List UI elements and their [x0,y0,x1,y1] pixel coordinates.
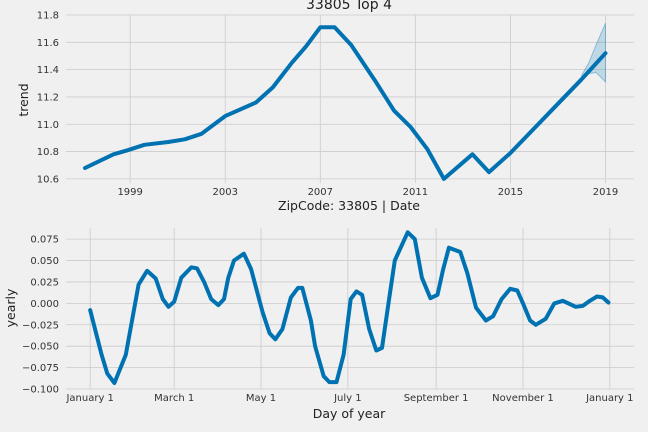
yearly-x-tick-label: May 1 [246,393,276,404]
yearly-x-tick-label: November 1 [492,393,554,404]
yearly-x-tick-label: July 1 [333,393,362,404]
trend-x-tick-label: 2003 [213,187,238,198]
trend-x-tick-label: 2015 [498,187,523,198]
yearly-y-tick-label: −0.075 [22,363,59,374]
yearly-y-tick-label: −0.100 [22,385,59,396]
trend-x-tick-label: 1999 [117,187,142,198]
yearly-y-tick-labels: −0.100 −0.075 −0.050 −0.025 0.000 0.025 0.050 0… [22,235,59,396]
trend-y-tick-label: 11.6 [37,38,59,49]
yearly-y-tick-label: 0.075 [30,235,59,246]
trend-y-tick-label: 10.8 [37,147,59,158]
trend-y-tick-label: 11.0 [37,120,59,131]
yearly-y-axis-label: yearly [3,288,18,327]
trend-x-tick-labels: 1999 2003 2007 2011 2015 2019 [117,187,618,198]
trend-y-tick-labels: 10.6 10.8 11.0 11.2 11.4 11.6 11.8 [37,11,59,186]
yearly-x-tick-label: January 1 [585,393,633,404]
yearly-y-tick-label: 0.025 [30,277,59,288]
trend-panel: 1999 2003 2007 2011 2015 2019 10.6 10.8 11.0 11.… [16,0,634,213]
yearly-x-tick-label: March 1 [154,393,194,404]
trend-y-tick-label: 11.8 [37,11,59,22]
yearly-y-tick-label: 0.000 [30,299,59,310]
trend-x-axis-label: ZipCode: 33805 | Date [278,198,420,213]
trend-y-axis-label: trend [16,83,31,116]
yearly-y-tick-label: −0.050 [22,342,59,353]
trend-y-tick-label: 11.2 [37,92,59,103]
yearly-x-tick-labels: January 1 March 1 May 1 July 1 September 1 No… [65,393,633,404]
trend-x-tick-label: 2007 [308,187,333,198]
yearly-x-axis-label: Day of year [313,406,386,421]
yearly-line [88,230,611,385]
trend-grid [66,14,634,183]
trend-y-tick-label: 10.6 [37,174,59,185]
yearly-panel: January 1 March 1 May 1 July 1 September 1 No… [3,228,634,421]
trend-line [83,25,608,181]
yearly-x-tick-label: January 1 [65,393,113,404]
yearly-y-tick-label: −0.025 [22,320,59,331]
trend-y-tick-label: 11.4 [37,65,59,76]
trend-x-tick-label: 2011 [403,187,428,198]
yearly-x-tick-label: September 1 [404,393,469,404]
trend-chart-title: 33805 Top 4 [306,0,392,13]
yearly-y-tick-label: 0.050 [30,256,59,267]
trend-x-tick-label: 2019 [593,187,618,198]
